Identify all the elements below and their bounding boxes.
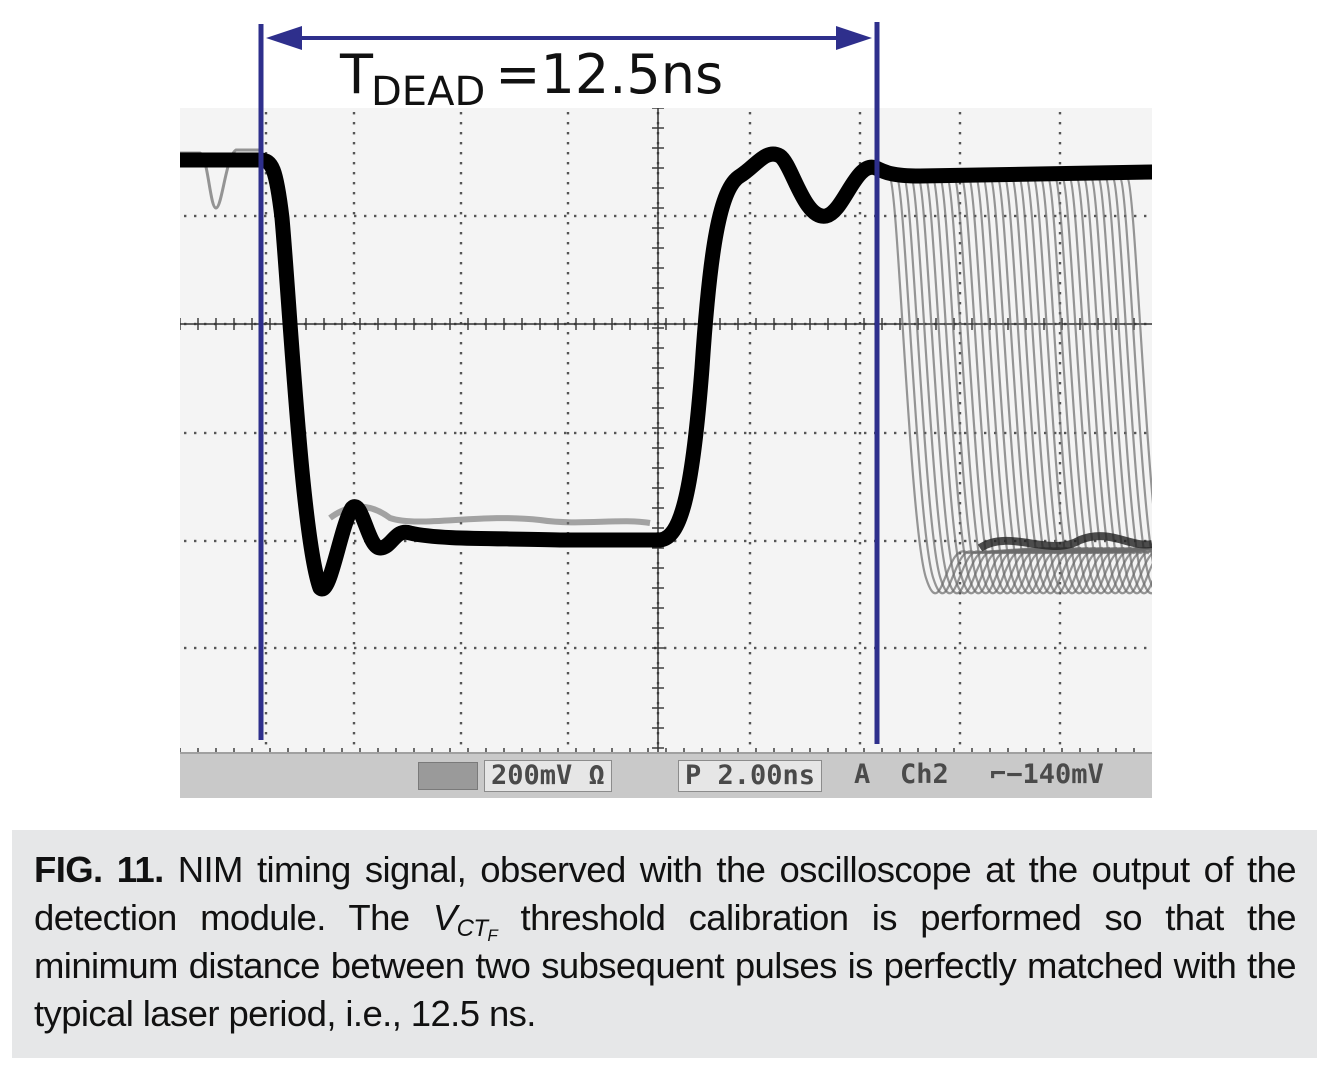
oscilloscope-figure: 200mV Ω P 2.00ns A Ch2 ⌐−140mV TDEAD =12.…	[172, 22, 1207, 798]
caption-part-2: threshold calibration is performed so th…	[34, 897, 1297, 1034]
dead-time-value: =12.5ns	[495, 43, 724, 106]
figure-caption: FIG. 11. NIM timing signal, observed wit…	[12, 830, 1317, 1058]
arrow-right-head	[836, 26, 872, 50]
dead-time-annotation	[258, 22, 880, 744]
oscilloscope-screen	[172, 107, 1207, 796]
falling-edge-icon: ⌐	[990, 759, 1007, 790]
timebase-readout: P 2.00ns	[678, 760, 823, 792]
nim-pulse-trace	[172, 146, 1160, 597]
right-low-level-band	[977, 532, 1153, 552]
dead-time-subscript: DEAD	[371, 69, 486, 115]
channel-scale-readout: 200mV Ω	[484, 760, 612, 792]
vct-subsub: F	[487, 926, 498, 945]
figure-number: FIG. 11.	[34, 849, 164, 890]
vct-main: V	[432, 897, 457, 938]
dead-time-symbol: T	[340, 43, 373, 106]
arrow-left-head	[266, 26, 302, 50]
trigger-mode-readout: A	[854, 759, 871, 790]
scope-status-bar: 200mV Ω P 2.00ns A Ch2 ⌐−140mV	[180, 752, 1152, 798]
nim-pulse-path	[172, 146, 1160, 597]
trigger-level-readout: ⌐−140mV	[990, 760, 1104, 790]
caption-part-1: NIM timing signal, observed with the osc…	[34, 849, 1297, 938]
dead-time-label: TDEAD =12.5ns	[340, 48, 723, 113]
trigger-level-value: −140mV	[1006, 759, 1104, 790]
caption-text: FIG. 11. NIM timing signal, observed wit…	[34, 846, 1297, 1038]
trigger-channel-readout: Ch2	[900, 759, 949, 790]
vct-symbol: VCTF	[432, 897, 498, 944]
vct-sub: CT	[456, 915, 488, 942]
channel-indicator-box	[418, 762, 478, 790]
